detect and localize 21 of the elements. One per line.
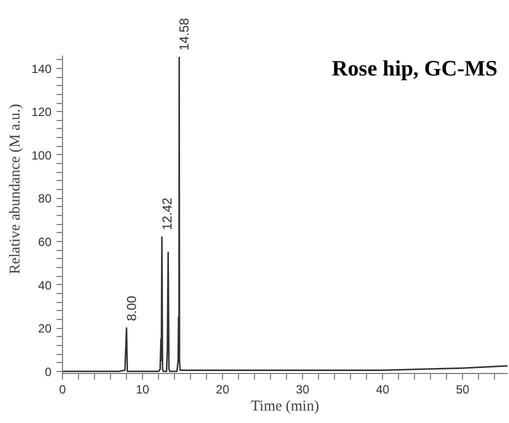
line-series (62, 56, 508, 372)
x-tick-label: 40 (376, 382, 390, 396)
x-tick-label: 20 (216, 382, 230, 396)
y-axis-title: Relative abundance (M a.u.) (7, 104, 24, 274)
y-tick-label: 0 (44, 364, 52, 379)
y-tick-label: 80 (38, 192, 52, 206)
y-tick-label: 140 (31, 62, 52, 76)
chart-title: Rose hip, GC-MS (332, 55, 498, 80)
annotation: 14.58 (176, 18, 192, 51)
y-tick-label: 100 (31, 148, 52, 162)
x-tick-label: 50 (456, 382, 470, 396)
y-tick-label: 20 (38, 322, 52, 336)
annotation: 8.00 (124, 296, 140, 322)
y-tick-label: 40 (38, 278, 52, 292)
y-tick-label: 120 (31, 105, 52, 120)
x-axis-title: Time (min) (250, 398, 320, 414)
x-tick-label: 30 (296, 382, 310, 396)
x-tick-label: 0 (59, 382, 66, 396)
y-tick-label: 60 (38, 235, 52, 249)
x-tick-label: 10 (136, 382, 150, 396)
annotation: 12.42 (159, 198, 174, 230)
